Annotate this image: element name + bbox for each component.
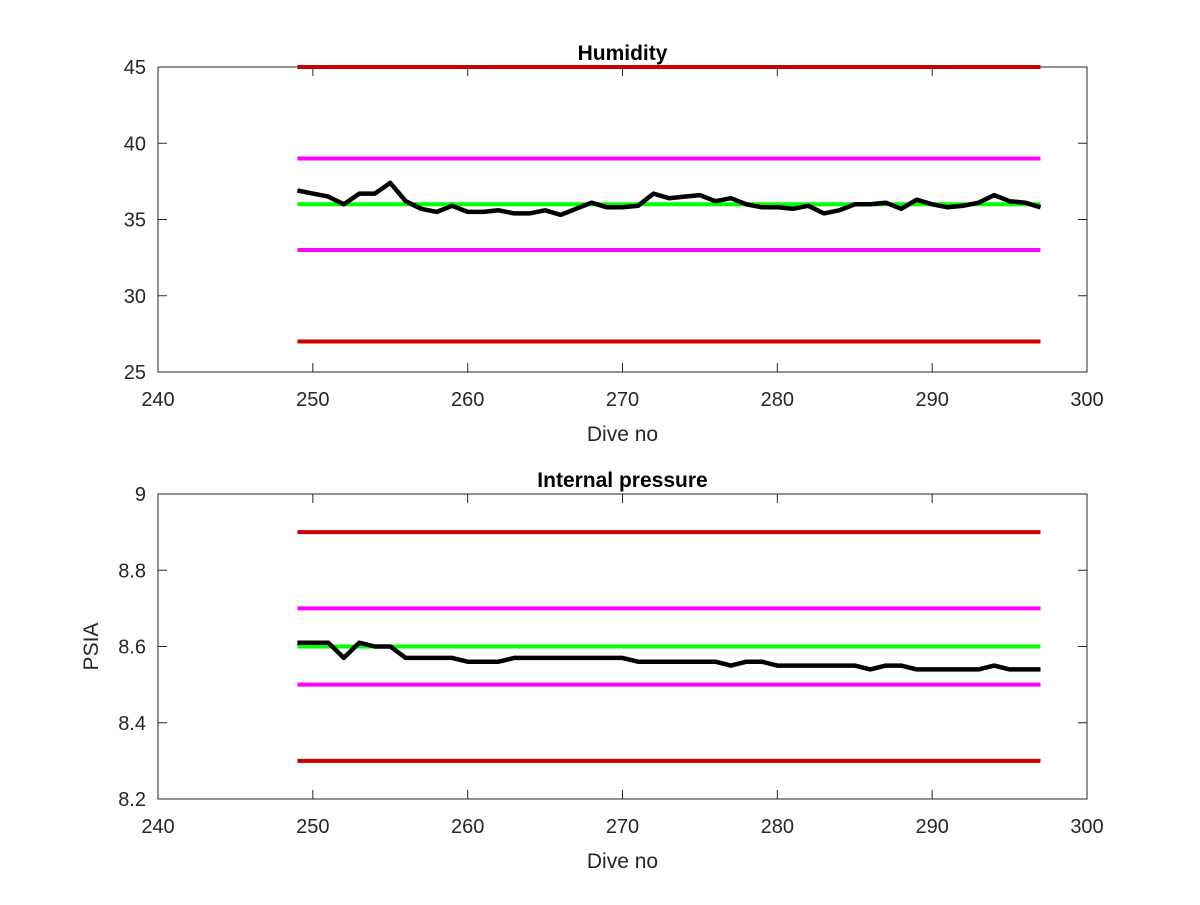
x-tick-label: 250 bbox=[296, 816, 329, 838]
x-tick-label: 260 bbox=[451, 816, 484, 838]
x-tick-label: 290 bbox=[915, 816, 948, 838]
chart-title: Internal pressure bbox=[537, 469, 707, 492]
y-tick-label: 8.2 bbox=[118, 789, 146, 811]
x-axis-label: Dive no bbox=[587, 423, 658, 446]
x-tick-label: 240 bbox=[141, 816, 174, 838]
y-tick-label: 30 bbox=[124, 286, 146, 308]
y-tick-label: 8.6 bbox=[118, 637, 146, 659]
x-tick-label: 280 bbox=[761, 816, 794, 838]
x-tick-label: 280 bbox=[761, 389, 794, 411]
y-tick-label: 25 bbox=[124, 362, 146, 384]
series-line-measured bbox=[296, 180, 1042, 218]
x-tick-label: 270 bbox=[606, 389, 639, 411]
x-tick-label: 240 bbox=[141, 389, 174, 411]
chart-panel-1: 240 250 260 270 280 290 300 25 30 35 40 45 Humidity D… bbox=[124, 42, 1104, 446]
y-tick-label: 35 bbox=[124, 210, 146, 232]
chart-panel-2: 240 250 260 270 280 290 300 8.2 8.4 8.6 8.8 9 Intern… bbox=[80, 469, 1104, 873]
x-tick-label: 270 bbox=[606, 816, 639, 838]
y-axis-label: PSIA bbox=[80, 623, 103, 671]
x-axis-label: Dive no bbox=[587, 850, 658, 873]
x-tick-label: 290 bbox=[915, 389, 948, 411]
y-tick-label: 8.4 bbox=[118, 713, 146, 735]
y-tick-label: 8.8 bbox=[118, 560, 146, 582]
x-tick-label: 300 bbox=[1070, 816, 1103, 838]
y-tick-label: 40 bbox=[124, 133, 146, 155]
y-tick-label: 9 bbox=[135, 484, 146, 506]
x-tick-label: 300 bbox=[1070, 389, 1103, 411]
chart-title: Humidity bbox=[578, 42, 668, 65]
plot-area bbox=[157, 66, 1088, 373]
x-tick-label: 260 bbox=[451, 389, 484, 411]
series-line-measured bbox=[297, 640, 1041, 672]
x-tick-label: 250 bbox=[296, 389, 329, 411]
y-tick-label: 45 bbox=[124, 57, 146, 79]
